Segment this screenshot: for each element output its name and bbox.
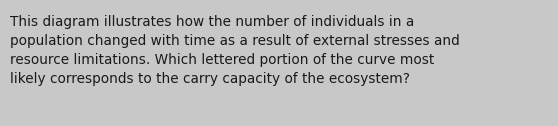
- Text: This diagram illustrates how the number of individuals in a
population changed w: This diagram illustrates how the number …: [10, 15, 460, 86]
